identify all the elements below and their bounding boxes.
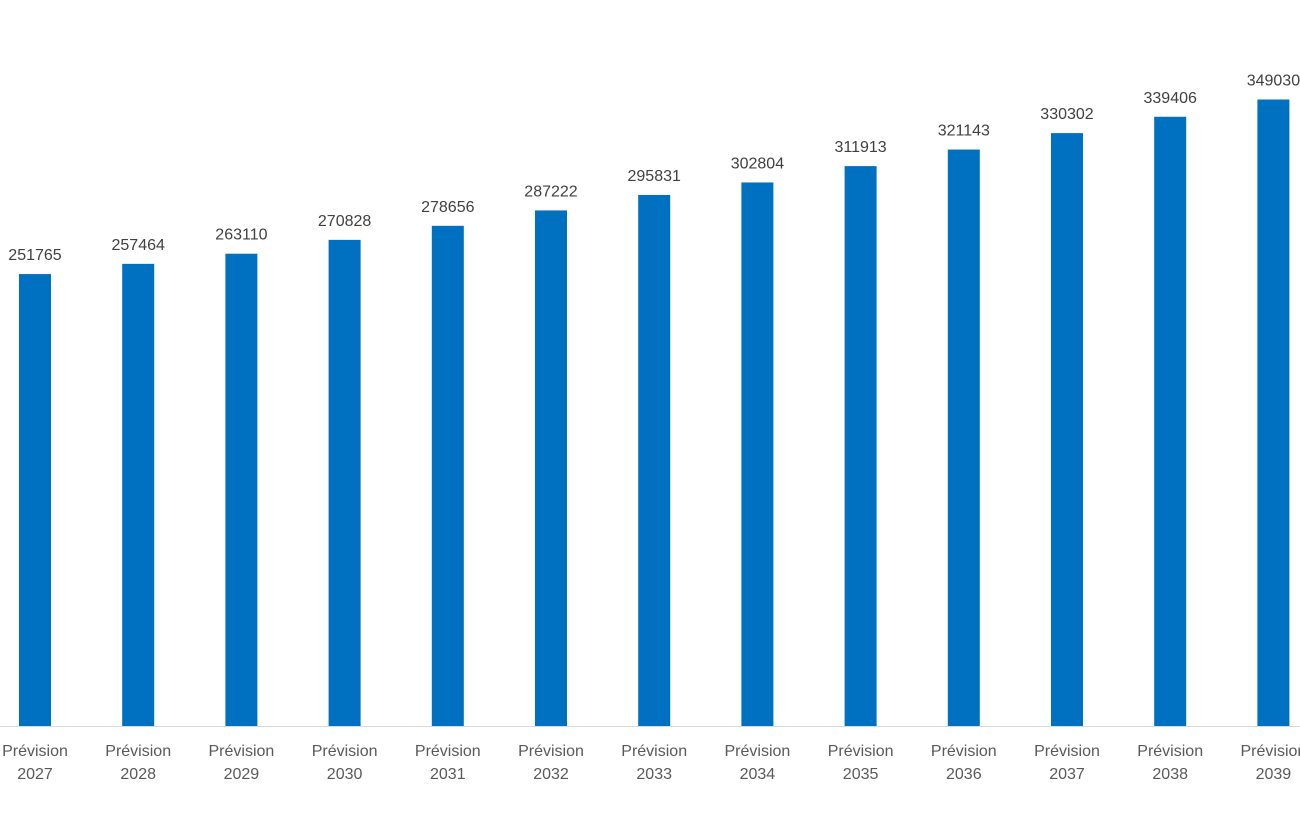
data-label: 311913 bbox=[834, 139, 886, 156]
x-tick-label-line: 2033 bbox=[636, 766, 672, 783]
data-label: 321143 bbox=[938, 123, 990, 140]
x-tick-label-line: Prévision bbox=[312, 743, 378, 760]
x-tick-label: Prévision 2032 bbox=[518, 743, 584, 783]
x-tick-label: Prévision 2038 bbox=[1137, 743, 1203, 783]
x-tick-label-line: Prévision bbox=[105, 743, 171, 760]
x-tick-label-line: 2031 bbox=[430, 766, 466, 783]
data-label: 263110 bbox=[215, 227, 267, 244]
data-label: 302804 bbox=[731, 155, 784, 172]
data-label: 287222 bbox=[524, 183, 577, 200]
data-label: 251765 bbox=[8, 247, 61, 264]
data-label: 270828 bbox=[318, 213, 371, 230]
bar bbox=[535, 210, 567, 726]
bar bbox=[947, 149, 980, 726]
x-tick-label-line: 2038 bbox=[1152, 766, 1188, 783]
x-tick-label-line: 2036 bbox=[946, 766, 982, 783]
x-tick-label-line: Prévision bbox=[415, 743, 481, 760]
x-tick-label: Prévision 2039 bbox=[1240, 743, 1300, 783]
x-tick-label-line: 2035 bbox=[843, 766, 879, 783]
x-tick-label: Prévision 2027 bbox=[2, 743, 68, 783]
x-tick-label-line: Prévision bbox=[1137, 743, 1203, 760]
bar bbox=[1257, 99, 1290, 726]
x-tick-label-line: 2032 bbox=[533, 766, 569, 783]
x-tick-label-line: Prévision bbox=[621, 743, 687, 760]
x-tick-label-line: Prévision bbox=[518, 743, 584, 760]
x-tick-label-line: 2028 bbox=[120, 766, 156, 783]
bar bbox=[741, 182, 774, 727]
x-tick-label-line: Prévision bbox=[724, 743, 790, 760]
data-label: 257464 bbox=[112, 237, 165, 254]
x-tick-label: Prévision 2030 bbox=[312, 743, 378, 783]
bar bbox=[1051, 133, 1083, 726]
x-tick-label-line: 2030 bbox=[327, 766, 363, 783]
data-label: 330302 bbox=[1040, 106, 1093, 123]
bar bbox=[225, 253, 258, 727]
bar bbox=[638, 194, 671, 727]
data-label: 295831 bbox=[628, 168, 681, 185]
bar bbox=[431, 225, 464, 726]
x-tick-label-line: Prévision bbox=[828, 743, 894, 760]
data-label: 278656 bbox=[421, 199, 474, 216]
x-tick-label: Prévision 2028 bbox=[105, 743, 171, 783]
x-tick-label: Prévision 2029 bbox=[208, 743, 274, 783]
x-tick-label-line: 2034 bbox=[740, 766, 776, 783]
x-tick-label-line: Prévision bbox=[208, 743, 274, 760]
x-tick-label-line: 2029 bbox=[224, 766, 260, 783]
bar bbox=[19, 274, 51, 726]
x-tick-label: Prévision 2036 bbox=[931, 743, 997, 783]
x-tick-label-line: Prévision bbox=[1034, 743, 1100, 760]
bar bbox=[328, 239, 361, 726]
x-tick-label-line: 2037 bbox=[1049, 766, 1085, 783]
data-label: 339406 bbox=[1144, 90, 1197, 107]
bar bbox=[122, 263, 155, 726]
x-tick-label: Prévision 2035 bbox=[828, 743, 894, 783]
x-tick-label: Prévision 2037 bbox=[1034, 743, 1100, 783]
x-tick-label-line: Prévision bbox=[931, 743, 997, 760]
x-tick-label: Prévision 2031 bbox=[415, 743, 481, 783]
x-tick-label-line: 2027 bbox=[17, 766, 53, 783]
x-tick-label: Prévision 2033 bbox=[621, 743, 687, 783]
x-tick-label-line: 2039 bbox=[1256, 766, 1292, 783]
bar bbox=[1154, 116, 1187, 726]
x-tick-label-line: Prévision bbox=[2, 743, 68, 760]
x-tick-label-line: Prévision bbox=[1240, 743, 1300, 760]
data-label: 349030 bbox=[1247, 72, 1300, 89]
bar bbox=[844, 166, 877, 727]
x-tick-label: Prévision 2034 bbox=[724, 743, 790, 783]
